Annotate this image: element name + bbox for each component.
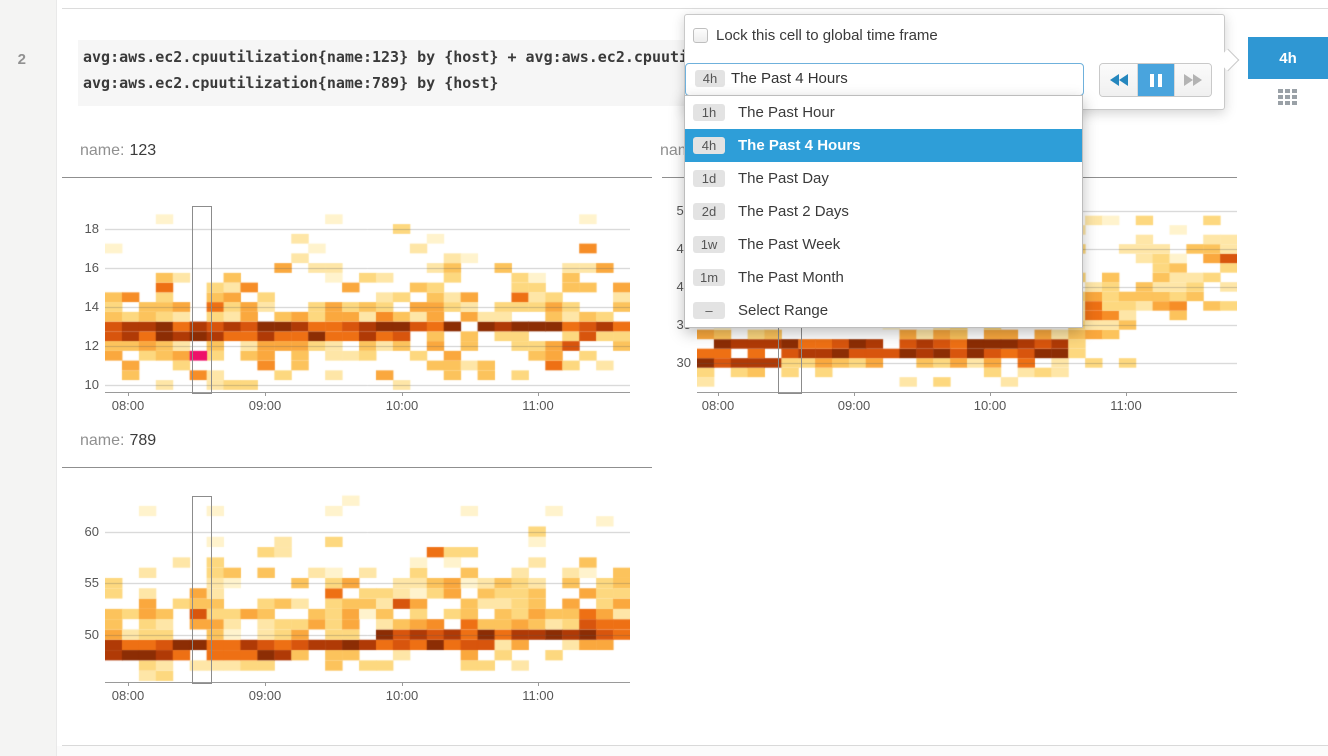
x-axis-label: 10:00 [973, 398, 1007, 413]
next-cell-divider [62, 745, 1328, 746]
x-axis-label: 09:00 [248, 398, 282, 413]
x-axis-label: 11:00 [522, 688, 554, 703]
pause-button[interactable] [1137, 64, 1174, 96]
option-badge: 1d [693, 170, 725, 187]
x-axis-tick [718, 392, 719, 396]
y-axis-label: 18 [84, 220, 99, 236]
option-badge: – [693, 302, 725, 319]
hover-column [192, 206, 212, 394]
x-axis-label: 11:00 [522, 398, 554, 413]
lock-row: Lock this cell to global time frame [693, 27, 938, 44]
x-axis [105, 392, 630, 393]
heatmap-chart-name-123: name: 123 10 12 14 16 18 08:00 09:00 10:00 11:00 [62, 130, 652, 420]
y-axis-label: 55 [84, 575, 99, 591]
query-line-2: avg:aws.ec2.cpuutilization{name:789} by … [83, 74, 499, 92]
option-label: Select Range [738, 302, 829, 319]
chart-title-value: 123 [129, 142, 157, 159]
x-axis-tick [538, 392, 539, 396]
y-axis-label: 12 [84, 337, 99, 353]
x-axis [105, 682, 630, 683]
chart-title-divider [62, 467, 652, 468]
timeframe-option[interactable]: 2d The Past 2 Days [685, 195, 1082, 228]
x-axis-label: 10:00 [385, 688, 419, 703]
x-axis [697, 392, 1237, 393]
option-label: The Past Week [738, 236, 841, 253]
x-axis-tick [265, 392, 266, 396]
x-axis-label: 09:00 [248, 688, 282, 703]
option-badge: 2d [693, 203, 725, 220]
fast-forward-button[interactable] [1174, 64, 1211, 96]
timeframe-option[interactable]: 1m The Past Month [685, 261, 1082, 294]
y-axis-label: 50 [84, 626, 99, 642]
chart-title-key: name: [80, 432, 125, 449]
cell-top-divider [62, 8, 1328, 9]
x-axis-tick [538, 682, 539, 686]
x-axis-tick [128, 682, 129, 686]
option-label: The Past 4 Hours [738, 137, 861, 154]
y-axis-label: 60 [84, 523, 99, 539]
grid-handle-icon[interactable] [1278, 89, 1298, 105]
y-axis-label: 14 [84, 298, 99, 314]
option-label: The Past 2 Days [738, 203, 849, 220]
x-axis-label: 09:00 [837, 398, 871, 413]
x-axis-label: 08:00 [111, 688, 145, 703]
heatmap-canvas[interactable] [105, 205, 630, 392]
x-axis-label: 11:00 [1110, 398, 1142, 413]
x-axis-tick [402, 682, 403, 686]
y-axis-label: 30 [676, 355, 691, 371]
x-axis-label: 08:00 [701, 398, 735, 413]
chart-title: name: 123 [80, 142, 156, 160]
chart-title-key: name: [80, 142, 125, 159]
hover-column [192, 496, 212, 684]
timeframe-option[interactable]: 1h The Past Hour [685, 96, 1082, 129]
next-cell-preview [57, 746, 1328, 756]
timeframe-button[interactable]: 4h [1248, 37, 1328, 79]
timeframe-option[interactable]: 4h The Past 4 Hours [685, 129, 1082, 162]
x-axis-label: 10:00 [385, 398, 419, 413]
x-axis-tick [402, 392, 403, 396]
timeframe-popup: Lock this cell to global time frame 4h T… [684, 14, 1225, 110]
timeframe-selected-label: The Past 4 Hours [731, 70, 848, 87]
x-axis-tick [265, 682, 266, 686]
rewind-icon [1109, 74, 1128, 86]
heatmap-canvas[interactable] [105, 492, 630, 682]
y-axis-label: 10 [84, 376, 99, 392]
option-badge: 1h [693, 104, 725, 121]
option-label: The Past Month [738, 269, 844, 286]
chart-title-value: 789 [129, 432, 157, 449]
x-axis-tick [990, 392, 991, 396]
chart-title: name: 789 [80, 432, 156, 450]
x-axis-tick [854, 392, 855, 396]
option-label: The Past Hour [738, 104, 835, 121]
x-axis-label: 08:00 [111, 398, 145, 413]
timeframe-select[interactable]: 4h The Past 4 Hours [685, 63, 1084, 96]
timeframe-option[interactable]: – Select Range [685, 294, 1082, 327]
timeframe-badge: 4h [695, 70, 725, 87]
timeframe-dropdown-list: 1h The Past Hour 4h The Past 4 Hours 1d The… [684, 95, 1083, 328]
pause-icon [1150, 73, 1162, 87]
timeframe-option[interactable]: 1w The Past Week [685, 228, 1082, 261]
timeframe-option[interactable]: 1d The Past Day [685, 162, 1082, 195]
option-label: The Past Day [738, 170, 829, 187]
cell-number: 2 [17, 51, 26, 68]
option-badge: 4h [693, 137, 725, 154]
y-axis-label: 16 [84, 259, 99, 275]
rewind-button[interactable] [1100, 64, 1137, 96]
heatmap-chart-name-789: name: 789 50 55 60 08:00 09:00 10:00 11:00 [62, 420, 652, 712]
fast-forward-icon [1184, 74, 1202, 86]
x-axis-tick [128, 392, 129, 396]
option-badge: 1w [693, 236, 725, 253]
cell-gutter: 2 [0, 0, 57, 756]
lock-label: Lock this cell to global time frame [716, 27, 938, 44]
lock-checkbox[interactable] [693, 28, 708, 43]
query-line-1: avg:aws.ec2.cpuutilization{name:123} by … [83, 48, 689, 66]
playback-controls [1099, 63, 1212, 97]
option-badge: 1m [693, 269, 725, 286]
x-axis-tick [1126, 392, 1127, 396]
chart-title-divider [62, 177, 652, 178]
